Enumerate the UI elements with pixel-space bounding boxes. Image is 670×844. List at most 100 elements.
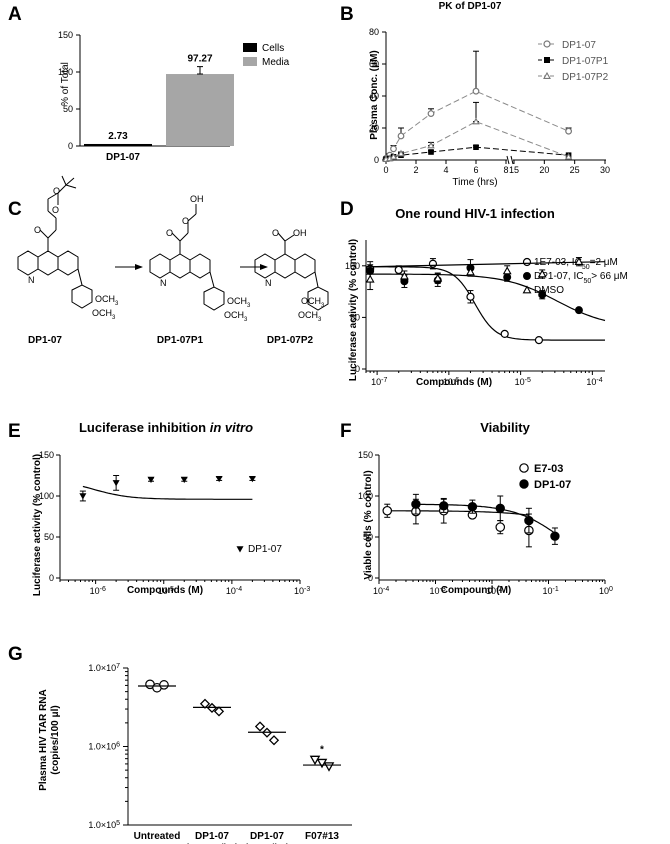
ome-group-6: OCH3 xyxy=(298,310,322,323)
panelD-x-tick-label: 10-6 xyxy=(443,377,459,388)
panel-b-legend-label-1: DP1-07 xyxy=(562,40,596,51)
atom-o-2: O xyxy=(52,205,59,215)
bar-value-label-media: 97.27 xyxy=(187,54,212,65)
panelD-x-tick-label: 10-4 xyxy=(586,377,602,388)
panelE-x-tick-label: 10-4 xyxy=(226,586,242,597)
panel-b-point-1 xyxy=(427,110,435,117)
panel-g-point-3 xyxy=(254,721,266,732)
panelF-fit-curve-2 xyxy=(415,503,556,534)
compound-label-dp1-07: DP1-07 xyxy=(28,335,62,346)
panelD-point-1 xyxy=(534,336,544,345)
panelF-x-tick-label: 10-4 xyxy=(373,586,389,597)
panelD-point-3 xyxy=(466,267,475,276)
panel-d-x-label: Compounds (M) xyxy=(416,377,492,388)
panelE-point-1 xyxy=(112,480,120,487)
panel-g-category-label: F07#13 xyxy=(305,831,339,842)
panelF-y-tick-label: 150 xyxy=(358,450,373,460)
panelF-x-tick-label: 10-3 xyxy=(430,586,446,597)
panelE-y-tick-label: 0 xyxy=(49,573,54,583)
panel-b-point-3 xyxy=(389,152,398,160)
panel-b-x-tick-label: 0 xyxy=(383,165,388,175)
panel-f-y-label: Viable cells (% control) xyxy=(363,470,374,579)
panel-b-x-tick-label: 6 xyxy=(473,165,478,175)
panel-b-y-tick-label: 0 xyxy=(374,155,379,165)
legend-label-dp1-07-f: DP1-07 xyxy=(534,479,571,491)
panel-b-point-3 xyxy=(427,141,435,149)
compound-label-dp1-07p1: DP1-07P1 xyxy=(157,335,204,346)
panel-g-point-1 xyxy=(159,680,169,690)
panel-b-axis-break xyxy=(510,155,514,165)
panel-g-point-4 xyxy=(316,758,328,769)
panel-b-point-1 xyxy=(390,145,397,153)
panelD-x-tick-label: 10-5 xyxy=(515,377,531,388)
atom-oh-2: OH xyxy=(293,228,307,238)
panelD-point-3 xyxy=(365,274,375,283)
panel-e-title: Luciferase inhibition in vitro xyxy=(79,420,253,435)
panel-b-title: PK of DP1-07 xyxy=(439,1,502,12)
ome-group-5: OCH3 xyxy=(301,296,325,309)
panel-g-category-label: DP1-07 xyxy=(195,831,229,842)
panelE-point-1 xyxy=(215,475,223,483)
ome-group-4: OCH3 xyxy=(224,310,248,323)
panel-b-x-tick-label: 30 xyxy=(600,165,610,175)
panel-label-f: F xyxy=(340,421,352,442)
panel-label-d: D xyxy=(340,199,354,220)
panelE-y-tick-label: 100 xyxy=(39,491,54,501)
panelD-point-2 xyxy=(538,290,547,299)
atom-n-2: N xyxy=(160,278,167,288)
panel-g-y-tick-label: 1.0×105 xyxy=(88,820,120,831)
panel-g-point-2 xyxy=(199,698,211,709)
panelE-fit-curve-1 xyxy=(82,485,253,500)
bar-value-label-cells: 2.73 xyxy=(108,131,128,142)
panelF-legend-marker-2 xyxy=(519,479,529,489)
panelF-point-2 xyxy=(495,503,505,513)
panel-b-x-tick-label: 15 xyxy=(509,165,519,175)
panel-g-point-4 xyxy=(323,762,335,772)
panelD-fit-curve-1 xyxy=(366,266,605,341)
panel-b-point-1 xyxy=(565,127,572,135)
panel-g-dot-plot: Plasma HIV TAR RNA (copies/100 μl) 1.0×1… xyxy=(38,663,352,844)
molecule-dp1-07p2 xyxy=(254,232,329,311)
panelD-point-3 xyxy=(502,266,512,275)
molecule-dp1-07 xyxy=(17,175,93,309)
panelD-point-2 xyxy=(574,306,583,315)
panel-b-x-label: Time (hrs) xyxy=(452,177,497,188)
panel-label-a: A xyxy=(8,4,22,25)
panel-b-x-tick-label: 25 xyxy=(570,165,580,175)
panel-b-point-3 xyxy=(397,149,405,157)
panelE-x-tick-label: 10-6 xyxy=(90,586,106,597)
panelF-fit-curve-1 xyxy=(387,510,529,516)
panelD-x-tick-label: 10-7 xyxy=(371,377,387,388)
panel-b-x-tick-label: 4 xyxy=(443,165,448,175)
panelD-y-tick-label: 0 xyxy=(355,364,360,374)
panel-b-y-tick-label: 80 xyxy=(369,27,379,37)
panel-g-y-label-units: (copies/100 μl) xyxy=(50,705,61,774)
panelE-y-tick-label: 150 xyxy=(39,450,54,460)
panel-d-dose-response: One round HIV-1 infection Luciferase act… xyxy=(345,206,628,388)
ome-group-3: OCH3 xyxy=(227,296,251,309)
panel-b-point-1 xyxy=(397,132,405,140)
panel-g-category-label: DP1-07 xyxy=(250,831,284,842)
legend-label-dp1-07-e: DP1-07 xyxy=(248,544,282,555)
panel-b-x-tick-label: 2 xyxy=(413,165,418,175)
atom-n-3: N xyxy=(265,278,272,288)
panel-f-title: Viability xyxy=(480,420,530,435)
panelF-point-1 xyxy=(495,522,506,532)
panel-label-b: B xyxy=(340,4,354,25)
legend-label-dp1-07: DP1-07, IC50> 66 μM xyxy=(534,271,628,285)
panel-b-y-label: Plasma Conc. (μM) xyxy=(369,50,380,139)
panel-g-point-2 xyxy=(213,706,225,717)
panelD-y-tick-label: 100 xyxy=(345,261,360,271)
panelF-point-2 xyxy=(524,515,534,526)
panelF-legend-marker-1 xyxy=(519,463,529,473)
atom-o-4: O xyxy=(166,228,173,238)
panel-b-point-3 xyxy=(564,152,573,160)
panelD-point-1 xyxy=(466,292,475,301)
panelD-point-3 xyxy=(433,273,443,282)
panelF-x-tick-label: 10-2 xyxy=(486,586,502,597)
panelF-x-tick-label: 100 xyxy=(599,586,613,597)
panel-a-x-label: DP1-07 xyxy=(106,152,140,163)
panelD-point-3 xyxy=(574,257,584,266)
panel-a-y-tick-label: 50 xyxy=(63,104,73,114)
